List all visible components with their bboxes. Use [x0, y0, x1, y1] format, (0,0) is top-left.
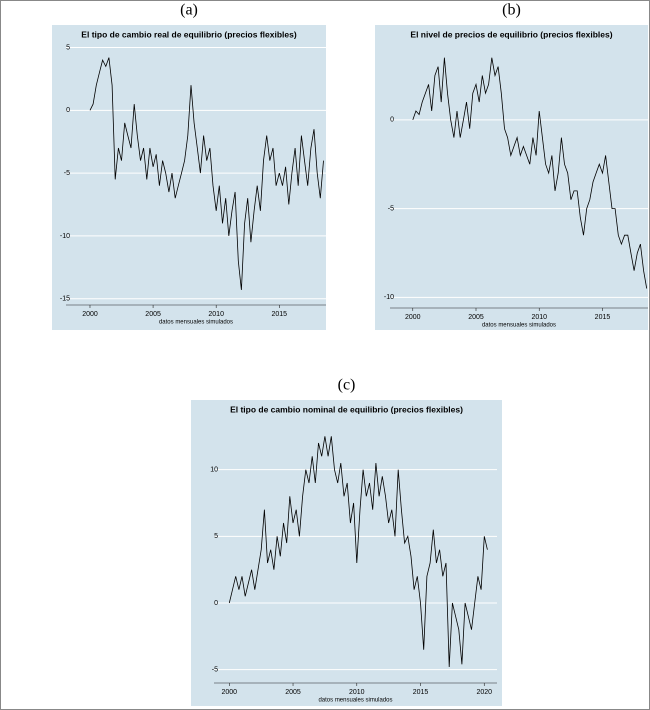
x-tick-label: 2000	[222, 689, 238, 696]
y-tick-label: 0	[214, 600, 218, 607]
x-tick-label: 2010	[531, 314, 547, 321]
panel-label: (a)	[180, 2, 198, 19]
x-tick-label: 2005	[468, 314, 484, 321]
chart-title: El tipo de cambio real de equilibrio (pr…	[81, 29, 297, 39]
plot-background	[52, 25, 326, 330]
plot-background	[375, 25, 648, 330]
x-axis-label: datos mensuales simulados	[318, 698, 392, 704]
x-tick-label: 2010	[208, 311, 224, 318]
x-axis-label: datos mensuales simulados	[159, 320, 233, 326]
y-tick-label: 0	[66, 107, 70, 114]
y-tick-label: -10	[60, 233, 70, 240]
y-tick-label: -10	[384, 294, 394, 301]
x-tick-label: 2015	[595, 314, 611, 321]
x-tick-label: 2000	[82, 311, 98, 318]
panel-label: (b)	[502, 2, 521, 19]
y-tick-label: 0	[390, 117, 394, 124]
panel-label: (c)	[338, 377, 356, 394]
y-tick-label: -15	[60, 296, 70, 303]
x-tick-label: 2000	[405, 314, 421, 321]
y-tick-label: 5	[66, 44, 70, 51]
y-tick-label: 5	[214, 533, 218, 540]
data-line	[228, 436, 488, 668]
x-tick-label: 2015	[272, 311, 288, 318]
chart-title: El nivel de precios de equilibrio (preci…	[410, 29, 612, 39]
x-tick-label: 2005	[145, 311, 161, 318]
data-line	[412, 57, 648, 289]
y-tick-label: -5	[64, 170, 70, 177]
x-axis-label: datos mensuales simulados	[482, 323, 556, 329]
y-tick-label: 10	[210, 467, 218, 474]
x-tick-label: 2015	[413, 689, 429, 696]
chart-title: El tipo de cambio nominal de equilibrio …	[230, 404, 463, 414]
plot-background	[191, 400, 502, 706]
x-tick-label: 2010	[349, 689, 365, 696]
x-tick-label: 2020	[476, 689, 492, 696]
data-line	[89, 57, 324, 290]
y-tick-label: -5	[212, 667, 218, 674]
y-tick-label: -5	[388, 205, 394, 212]
x-tick-label: 2005	[285, 689, 301, 696]
